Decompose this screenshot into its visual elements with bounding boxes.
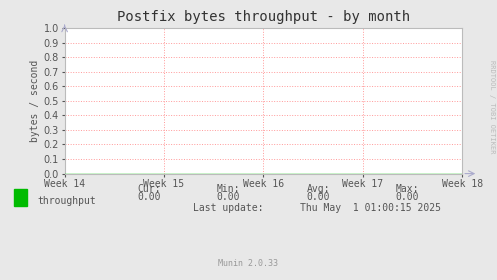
Text: RRDTOOL / TOBI OETIKER: RRDTOOL / TOBI OETIKER [489,60,495,153]
Text: 0.00: 0.00 [137,192,161,202]
Text: Last update:: Last update: [193,203,264,213]
Text: Min:: Min: [217,184,241,194]
Text: Cur:: Cur: [137,184,161,194]
Text: Avg:: Avg: [306,184,330,194]
Title: Postfix bytes throughput - by month: Postfix bytes throughput - by month [117,10,410,24]
Text: Thu May  1 01:00:15 2025: Thu May 1 01:00:15 2025 [300,203,441,213]
Text: 0.00: 0.00 [306,192,330,202]
Text: 0.00: 0.00 [217,192,241,202]
Text: Max:: Max: [396,184,419,194]
Text: Munin 2.0.33: Munin 2.0.33 [219,259,278,268]
Y-axis label: bytes / second: bytes / second [29,60,40,142]
Text: 0.00: 0.00 [396,192,419,202]
Text: throughput: throughput [37,196,96,206]
